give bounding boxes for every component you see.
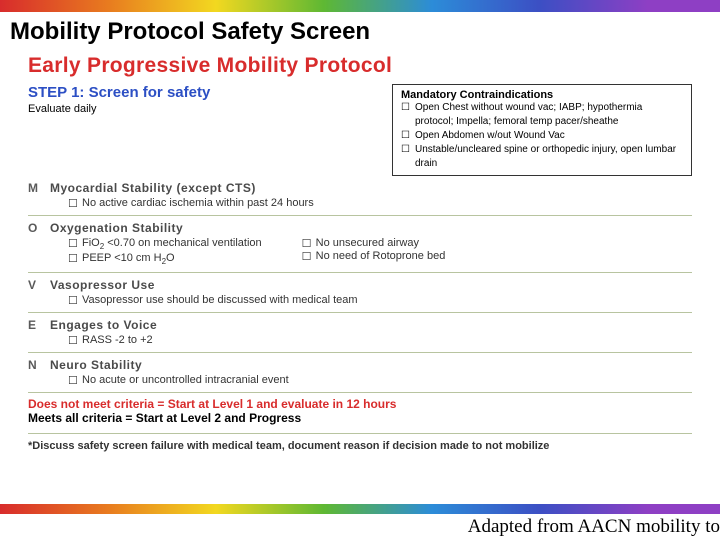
moven-row: NNeuro Stability No acute or uncontrolled… bbox=[28, 353, 692, 393]
moven-head: Vasopressor Use bbox=[50, 278, 692, 292]
moven-row: VVasopressor Use Vasopressor use should b… bbox=[28, 273, 692, 313]
rainbow-top-bar bbox=[0, 0, 720, 12]
moven-body: Myocardial Stability (except CTS) No acti… bbox=[50, 181, 692, 209]
moven-item: RASS -2 to +2 bbox=[68, 334, 153, 346]
criteria-block: Does not meet criteria = Start at Level … bbox=[28, 397, 692, 425]
moven-row: OOxygenation Stability FiO2 <0.70 on mech… bbox=[28, 216, 692, 273]
moven-col: No acute or uncontrolled intracranial ev… bbox=[68, 374, 289, 386]
moven-item: No unsecured airway bbox=[302, 237, 446, 249]
moven-sub: FiO2 <0.70 on mechanical ventilationPEEP… bbox=[50, 237, 692, 266]
moven-item: FiO2 <0.70 on mechanical ventilation bbox=[68, 237, 262, 251]
moven-letter: M bbox=[28, 181, 50, 209]
moven-row: MMyocardial Stability (except CTS) No act… bbox=[28, 176, 692, 216]
moven-head: Myocardial Stability (except CTS) bbox=[50, 181, 692, 195]
moven-item: No active cardiac ischemia within past 2… bbox=[68, 197, 314, 209]
moven-head: Oxygenation Stability bbox=[50, 221, 692, 235]
moven-col: No unsecured airwayNo need of Rotoprone … bbox=[302, 237, 446, 266]
moven-body: Vasopressor Use Vasopressor use should be… bbox=[50, 278, 692, 306]
moven-col: Vasopressor use should be discussed with… bbox=[68, 294, 358, 306]
moven-head: Engages to Voice bbox=[50, 318, 692, 332]
moven-letter: V bbox=[28, 278, 50, 306]
contraindications-title: Mandatory Contraindications bbox=[401, 89, 683, 101]
moven-sub: No acute or uncontrolled intracranial ev… bbox=[50, 374, 692, 386]
evaluate-text: Evaluate daily bbox=[28, 103, 210, 115]
contra-item: Open Abdomen w/out Wound Vac bbox=[401, 129, 683, 143]
criteria-meets: Meets all criteria = Start at Level 2 an… bbox=[28, 411, 692, 425]
moven-sub: Vasopressor use should be discussed with… bbox=[50, 294, 692, 306]
moven-item: No acute or uncontrolled intracranial ev… bbox=[68, 374, 289, 386]
moven-letter: E bbox=[28, 318, 50, 346]
protocol-title: Early Progressive Mobility Protocol bbox=[28, 54, 692, 78]
footnote: *Discuss safety screen failure with medi… bbox=[28, 433, 692, 452]
moven-item: No need of Rotoprone bed bbox=[302, 250, 446, 262]
moven-list: MMyocardial Stability (except CTS) No act… bbox=[28, 176, 692, 393]
moven-letter: N bbox=[28, 358, 50, 386]
moven-body: Engages to Voice RASS -2 to +2 bbox=[50, 318, 692, 346]
criteria-not-meet: Does not meet criteria = Start at Level … bbox=[28, 397, 692, 411]
contra-item: Open Chest without wound vac; IABP; hypo… bbox=[401, 101, 683, 129]
moven-letter: O bbox=[28, 221, 50, 266]
moven-col: RASS -2 to +2 bbox=[68, 334, 153, 346]
slide-title: Mobility Protocol Safety Screen bbox=[0, 12, 720, 48]
step-row: STEP 1: Screen for safety Evaluate daily… bbox=[28, 84, 692, 176]
rainbow-bottom-bar bbox=[0, 504, 720, 514]
moven-body: Oxygenation Stability FiO2 <0.70 on mecha… bbox=[50, 221, 692, 266]
content-area: Early Progressive Mobility Protocol STEP… bbox=[0, 48, 720, 452]
moven-col: FiO2 <0.70 on mechanical ventilationPEEP… bbox=[68, 237, 262, 266]
step-title: STEP 1: Screen for safety bbox=[28, 84, 210, 101]
attribution: Adapted from AACN mobility to bbox=[468, 514, 720, 540]
moven-head: Neuro Stability bbox=[50, 358, 692, 372]
moven-col: No active cardiac ischemia within past 2… bbox=[68, 197, 314, 209]
contra-item: Unstable/uncleared spine or orthopedic i… bbox=[401, 143, 683, 171]
contraindications-box: Mandatory Contraindications Open Chest w… bbox=[392, 84, 692, 176]
moven-row: EEngages to Voice RASS -2 to +2 bbox=[28, 313, 692, 353]
moven-body: Neuro Stability No acute or uncontrolled … bbox=[50, 358, 692, 386]
moven-sub: No active cardiac ischemia within past 2… bbox=[50, 197, 692, 209]
moven-item: Vasopressor use should be discussed with… bbox=[68, 294, 358, 306]
moven-item: PEEP <10 cm H2O bbox=[68, 252, 262, 266]
moven-sub: RASS -2 to +2 bbox=[50, 334, 692, 346]
